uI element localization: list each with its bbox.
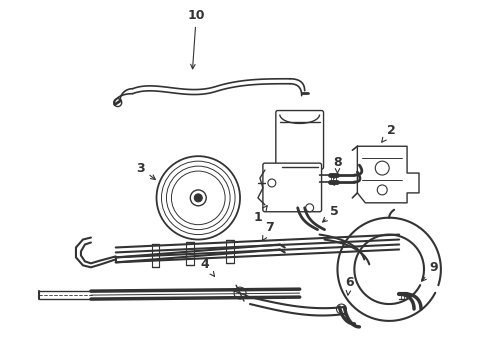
Circle shape xyxy=(234,287,246,299)
Circle shape xyxy=(268,179,276,187)
Circle shape xyxy=(156,156,240,239)
Circle shape xyxy=(337,304,346,314)
Text: 10: 10 xyxy=(188,9,205,69)
Text: 9: 9 xyxy=(422,261,438,281)
Circle shape xyxy=(190,190,206,206)
Circle shape xyxy=(306,204,314,212)
Text: 7: 7 xyxy=(263,221,274,240)
Circle shape xyxy=(114,99,122,107)
Text: 5: 5 xyxy=(322,205,339,222)
Circle shape xyxy=(195,194,202,202)
Text: 4: 4 xyxy=(201,258,215,276)
Text: 2: 2 xyxy=(382,124,395,142)
Text: 6: 6 xyxy=(345,276,354,295)
Circle shape xyxy=(375,161,389,175)
Text: 1: 1 xyxy=(253,206,267,224)
Text: 8: 8 xyxy=(333,156,342,174)
FancyBboxPatch shape xyxy=(276,111,323,169)
FancyBboxPatch shape xyxy=(263,163,321,212)
Circle shape xyxy=(377,185,387,195)
Text: 3: 3 xyxy=(136,162,155,180)
